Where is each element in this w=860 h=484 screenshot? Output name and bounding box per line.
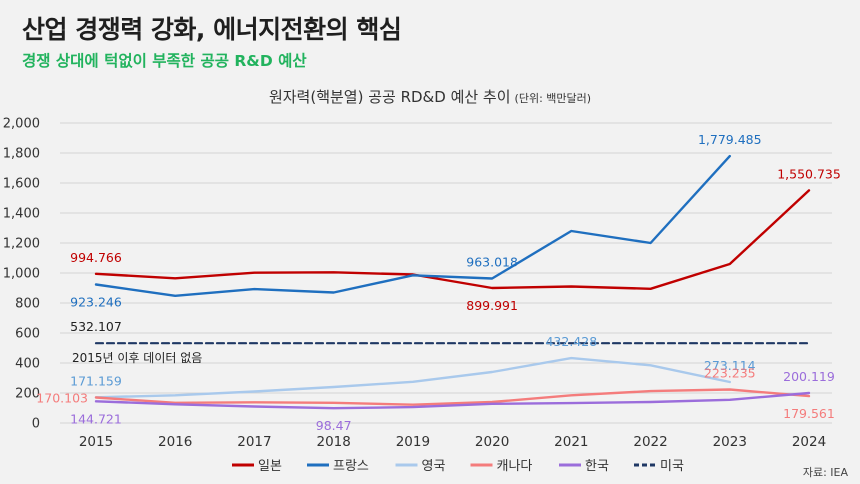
legend-label: 미국 [660,459,684,474]
series-line [94,391,811,410]
source-note: 자료: IEA [802,466,848,479]
data-label: 899.991 [466,298,518,313]
chart-title: 원자력(핵분열) 공공 RD&D 예산 추이 [268,88,511,106]
x-tick-label: 2022 [633,434,667,450]
legend-label: 일본 [258,459,282,474]
y-tick-label: 1,800 [3,147,40,162]
legend-label: 한국 [585,459,609,474]
y-tick-label: 1,000 [3,267,40,282]
chart-title-block: 원자력(핵분열) 공공 RD&D 예산 추이 (단위: 백만달러) [0,86,860,107]
chart-unit: (단위: 백만달러) [514,92,592,105]
x-tick-label: 2016 [158,434,192,450]
x-tick-label: 2018 [316,434,350,450]
x-tick-label: 2015 [79,434,113,450]
x-tick-label: 2023 [713,434,747,450]
data-label: 963.018 [466,255,518,270]
data-label: 200.119 [783,369,835,384]
data-label: 170.103 [36,390,88,405]
series-line [94,356,731,399]
series-line [94,154,731,297]
x-tick-label: 2021 [554,434,588,450]
y-tick-label: 0 [32,417,40,432]
y-tick-label: 2,000 [3,117,40,132]
series-line [94,189,811,290]
y-tick-label: 800 [15,297,40,312]
data-label: 1,779.485 [698,132,762,147]
x-tick-label: 2024 [792,434,826,450]
data-label: 171.159 [70,373,122,388]
legend-label: 캐나다 [497,459,533,474]
legend-label: 프랑스 [333,459,369,474]
x-tick-label: 2019 [396,434,430,450]
data-label: 923.246 [70,295,122,310]
y-tick-label: 1,200 [3,237,40,252]
data-label: 432.428 [545,334,597,349]
legend-label: 영국 [422,459,446,474]
x-tick-label: 2017 [237,434,271,450]
series-line [94,388,811,406]
y-tick-label: 200 [15,387,40,402]
data-label: 223.235 [704,366,756,381]
y-tick-label: 1,400 [3,207,40,222]
data-label: 532.107 [70,319,122,334]
data-label: 994.766 [70,250,122,265]
x-tick-label: 2020 [475,434,509,450]
page-title: 산업 경쟁력 강화, 에너지전환의 핵심 [22,15,402,44]
y-tick-label: 1,600 [3,177,40,192]
data-label: 144.721 [70,411,122,426]
y-tick-label: 600 [15,327,40,342]
annotation-text: 2015년 이후 데이터 없음 [72,351,202,365]
data-label: 273.114 [704,358,756,373]
data-label: 1,550.735 [777,166,841,181]
y-tick-label: 400 [15,357,40,372]
data-label: 98.47 [316,418,352,433]
data-label: 179.561 [783,406,835,421]
page-subtitle: 경쟁 상대에 턱없이 부족한 공공 R&D 예산 [22,52,307,70]
